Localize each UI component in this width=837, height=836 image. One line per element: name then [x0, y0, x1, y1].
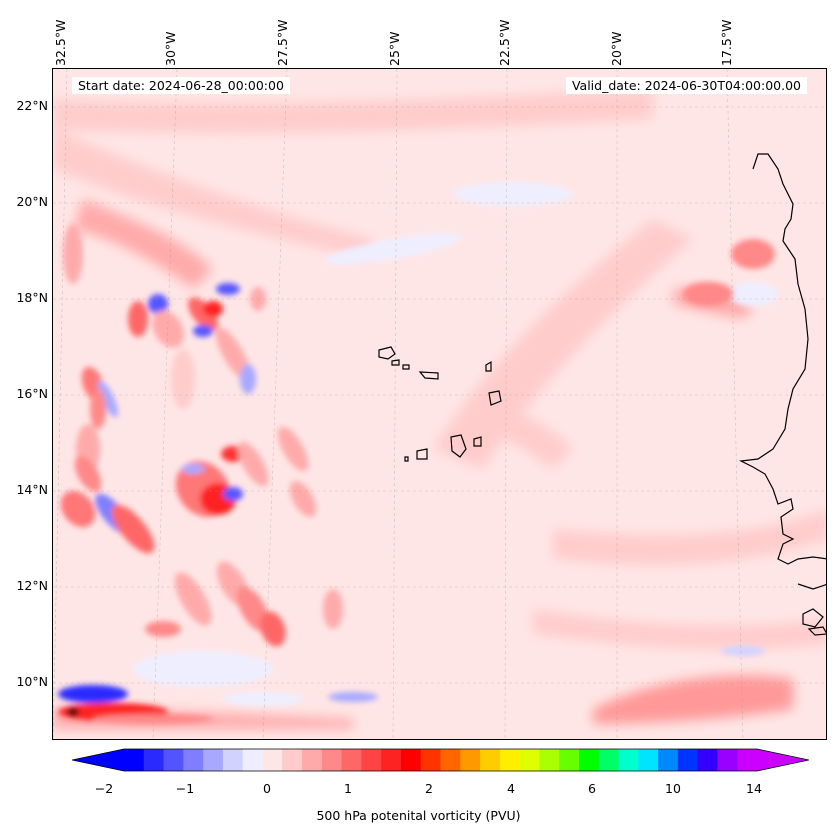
colorbar-segment — [341, 749, 362, 771]
colorbar-segment — [282, 749, 303, 771]
longitude-label-text: 32.5°W — [53, 19, 68, 66]
colorbar-tick-label: −2 — [94, 781, 114, 796]
colorbar-segment — [717, 749, 738, 771]
longitude-label: 25°W — [387, 6, 408, 66]
longitude-label-text: 30°W — [163, 31, 178, 66]
longitude-label-text: 25°W — [387, 31, 402, 66]
colorbar-segment — [321, 749, 343, 771]
colorbar-segment — [361, 749, 382, 771]
colorbar-tick-label: 10 — [665, 781, 681, 796]
colorbar-tick-label: 2 — [425, 781, 433, 796]
colorbar-tick-label: 1 — [344, 781, 352, 796]
colorbar-segment — [163, 749, 184, 771]
latitude-label: 20°N — [16, 194, 48, 209]
colorbar-tick-label: −1 — [175, 781, 195, 796]
colorbar-segment — [618, 749, 639, 771]
longitude-label: 27.5°W — [275, 6, 296, 66]
coastline — [378, 153, 826, 636]
longitude-label-text: 27.5°W — [275, 19, 290, 66]
colorbar-segment — [697, 749, 718, 771]
colorbar-outline — [72, 748, 809, 772]
colorbar-tick-label: 0 — [263, 781, 271, 796]
colorbar-segment — [499, 749, 521, 771]
valid-date-label: Valid_date: 2024-06-30T04:00:00.00 — [565, 77, 807, 94]
latitude-label: 12°N — [16, 578, 48, 593]
latitude-label: 14°N — [16, 482, 48, 497]
colorbar-segment — [420, 749, 441, 771]
colorbar — [72, 748, 809, 772]
colorbar-segment — [460, 749, 481, 771]
map-panel: Start date: 2024-06-28_00:00:00 Valid_da… — [52, 68, 827, 740]
colorbar-segment — [519, 749, 540, 771]
colorbar-segment — [124, 749, 145, 771]
longitude-label-text: 20°W — [609, 31, 624, 66]
longitude-label: 20°W — [609, 6, 630, 66]
colorbar-segment — [302, 749, 323, 771]
latitude-label: 18°N — [16, 290, 48, 305]
colorbar-label: 500 hPa potenital vorticity (PVU) — [316, 808, 521, 823]
longitude-labels: 32.5°W 30°W 27.5°W 25°W 22.5°W 20°W 17.5°W — [0, 0, 837, 68]
colorbar-segment — [143, 749, 165, 771]
colorbar-segment — [242, 749, 263, 771]
start-date-label: Start date: 2024-06-28_00:00:00 — [72, 77, 290, 94]
colorbar-extend-low — [72, 749, 124, 771]
colorbar-tick-label: 14 — [746, 781, 762, 796]
colorbar-segment — [737, 749, 758, 771]
colorbar-segment — [400, 749, 422, 771]
longitude-label: 32.5°W — [53, 6, 74, 66]
longitude-label-text: 17.5°W — [719, 19, 734, 66]
colorbar-segment — [480, 749, 501, 771]
colorbar-segment — [203, 749, 224, 771]
pv-field-map — [53, 69, 826, 739]
longitude-label: 30°W — [163, 6, 184, 66]
colorbar-segment — [559, 749, 580, 771]
colorbar-segment — [638, 749, 659, 771]
colorbar-segment — [440, 749, 461, 771]
colorbar-segment — [578, 749, 600, 771]
longitude-label-text: 22.5°W — [497, 19, 512, 66]
colorbar-segment — [222, 749, 244, 771]
graticule — [53, 69, 826, 739]
latitude-label: 16°N — [16, 386, 48, 401]
colorbar-segment — [183, 749, 204, 771]
colorbar-segment — [262, 749, 283, 771]
longitude-label: 22.5°W — [497, 6, 518, 66]
latitude-labels: 22°N 20°N 18°N 16°N 14°N 12°N 10°N — [0, 68, 52, 740]
colorbar-segment — [539, 749, 560, 771]
latitude-label: 22°N — [16, 98, 48, 113]
colorbar-tick-label: 4 — [507, 781, 515, 796]
latitude-label: 10°N — [16, 674, 48, 689]
colorbar-tick-label: 6 — [588, 781, 596, 796]
colorbar-segment — [381, 749, 402, 771]
colorbar-segment — [598, 749, 620, 771]
colorbar-segment — [658, 749, 679, 771]
longitude-label: 17.5°W — [719, 6, 740, 66]
pv-disturbances — [58, 224, 775, 724]
pv-negative-anomalies — [133, 182, 778, 706]
colorbar-extend-high — [757, 749, 809, 771]
colorbar-segment — [677, 749, 699, 771]
